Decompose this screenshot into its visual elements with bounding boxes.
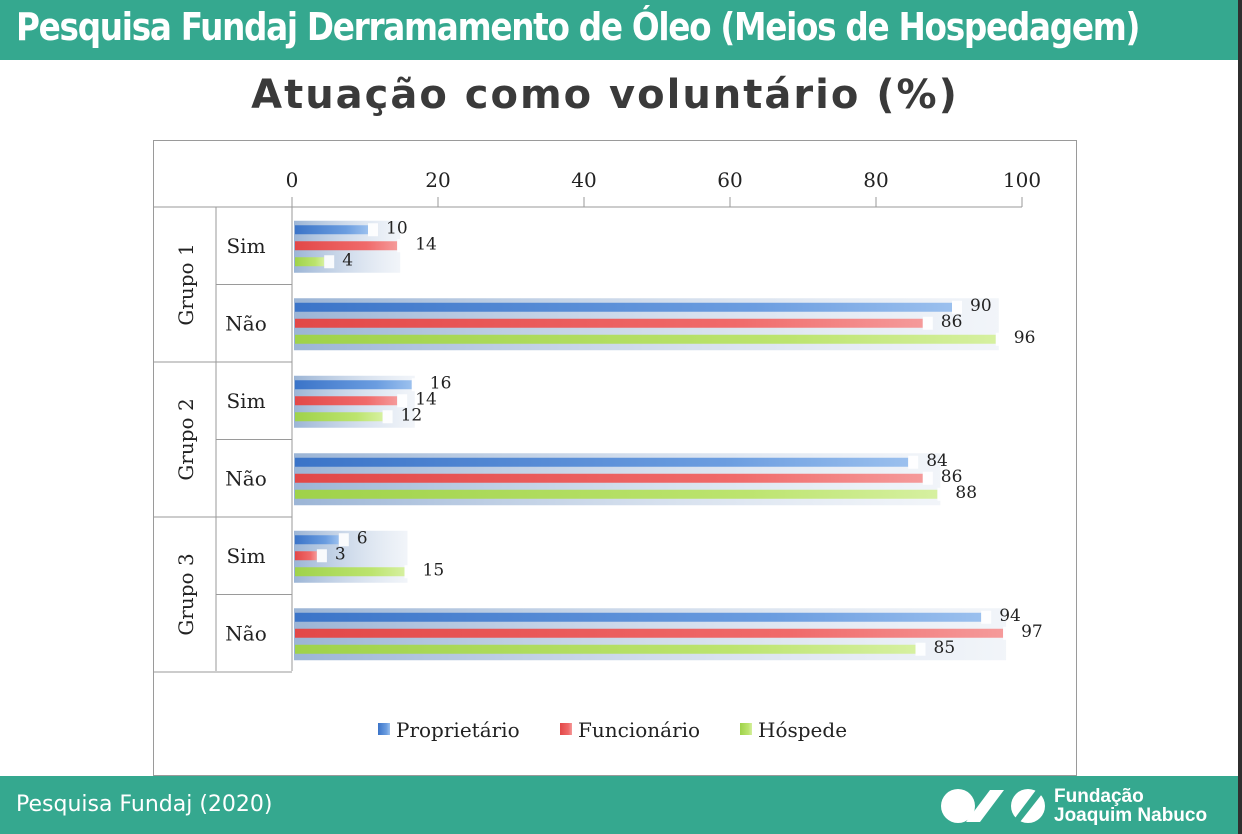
bar-label-backing — [908, 455, 919, 469]
bar-label-backing — [937, 487, 948, 501]
category-label: Sim — [226, 389, 265, 413]
data-label: 88 — [955, 483, 977, 503]
category-label: Sim — [226, 544, 265, 568]
bar-label-backing — [404, 565, 415, 579]
right-edge-border — [1238, 0, 1242, 834]
page-title: Pesquisa Fundaj Derramamento de Óleo (Me… — [16, 5, 1140, 49]
bar-label-backing — [952, 300, 962, 314]
bar-hóspede — [295, 644, 916, 654]
category-label: Não — [225, 311, 266, 335]
footer-bar: Pesquisa Fundaj (2020) Fundação Joaquim … — [0, 776, 1242, 834]
x-tick-label: 40 — [571, 168, 596, 192]
data-label: 86 — [941, 467, 963, 487]
data-label: 14 — [415, 234, 437, 254]
bar-label-backing — [995, 332, 1006, 346]
bar-proprietário — [295, 225, 368, 235]
x-tick-label: 100 — [1003, 168, 1041, 192]
legend-swatch — [740, 723, 752, 735]
bar-funcionário — [295, 318, 923, 328]
bar-hóspede — [295, 412, 383, 422]
bar-proprietário — [295, 302, 952, 312]
legend-entry: Funcionário — [578, 718, 700, 742]
bar-label-backing — [397, 394, 408, 408]
bar-hóspede — [295, 257, 325, 267]
logo-line-2: Joaquim Nabuco — [1054, 805, 1208, 826]
bar-label-backing — [411, 378, 422, 392]
bar-label-backing — [316, 549, 327, 563]
bar-label-backing — [915, 642, 926, 656]
legend-entry: Hóspede — [758, 718, 847, 742]
logo-text: Fundação Joaquim Nabuco — [1054, 787, 1207, 825]
legend-swatch — [378, 723, 390, 735]
fundaj-logo-icon — [941, 789, 1045, 823]
data-label: 10 — [386, 218, 408, 238]
bar-label-backing — [1003, 626, 1014, 640]
data-label: 6 — [357, 528, 368, 548]
bar-hóspede — [295, 567, 405, 577]
data-label: 84 — [926, 451, 948, 471]
data-label: 14 — [415, 389, 437, 409]
data-label: 96 — [1014, 328, 1036, 348]
bar-proprietário — [295, 535, 339, 545]
data-label: 16 — [430, 373, 452, 393]
bar-proprietário — [295, 457, 909, 467]
data-label: 86 — [941, 312, 963, 332]
bar-label-backing — [324, 255, 335, 269]
bar-label-backing — [338, 533, 349, 547]
source-note: Pesquisa Fundaj (2020) — [16, 792, 273, 817]
bar-funcionário — [295, 628, 1004, 638]
data-label: 15 — [423, 560, 445, 580]
bar-label-backing — [368, 223, 378, 237]
fundaj-logo: Fundação Joaquim Nabuco — [936, 782, 1236, 828]
header-bar: Pesquisa Fundaj Derramamento de Óleo (Me… — [0, 0, 1242, 60]
bar-funcionário — [295, 241, 398, 251]
x-tick-label: 0 — [286, 168, 299, 192]
legend-swatch — [560, 723, 572, 735]
category-label: Sim — [226, 234, 265, 258]
data-label: 94 — [999, 606, 1021, 626]
logo-line-1: Fundação — [1054, 786, 1144, 807]
chart-title: Atuação como voluntário (%) — [251, 72, 959, 118]
bar-funcionário — [295, 551, 317, 561]
bar-proprietário — [295, 380, 412, 390]
bar-funcionário — [295, 396, 398, 406]
x-tick-label: 20 — [425, 168, 450, 192]
data-label: 4 — [342, 250, 353, 270]
data-label: 97 — [1021, 622, 1043, 642]
x-tick-label: 60 — [717, 168, 742, 192]
bar-funcionário — [295, 473, 923, 483]
bar-hóspede — [295, 489, 938, 499]
bar-label-backing — [382, 410, 393, 424]
category-label: Não — [225, 621, 266, 645]
chart-frame: 0 20 40 60 80 100 Sim Não Grupo 1 Sim Não Grupo 2 S… — [153, 140, 1077, 776]
bar-label-backing — [981, 610, 992, 624]
bar-label-backing — [397, 239, 408, 253]
category-label: Não — [225, 466, 266, 490]
data-label: 3 — [335, 544, 346, 564]
group-label: Grupo 3 — [174, 553, 198, 635]
bar-hóspede — [295, 334, 996, 344]
data-label: 12 — [401, 405, 423, 425]
data-label: 90 — [970, 296, 992, 316]
data-label: 85 — [934, 638, 956, 658]
group-label: Grupo 1 — [174, 243, 198, 325]
bar-label-backing — [922, 471, 933, 485]
bar-proprietário — [295, 612, 982, 622]
group-label: Grupo 2 — [174, 398, 198, 480]
bar-chart: 0 20 40 60 80 100 Sim Não Grupo 1 Sim Não Grupo 2 S… — [154, 168, 1043, 742]
bar-label-backing — [922, 316, 933, 330]
x-tick-label: 80 — [863, 168, 888, 192]
legend-entry: Proprietário — [396, 718, 520, 742]
